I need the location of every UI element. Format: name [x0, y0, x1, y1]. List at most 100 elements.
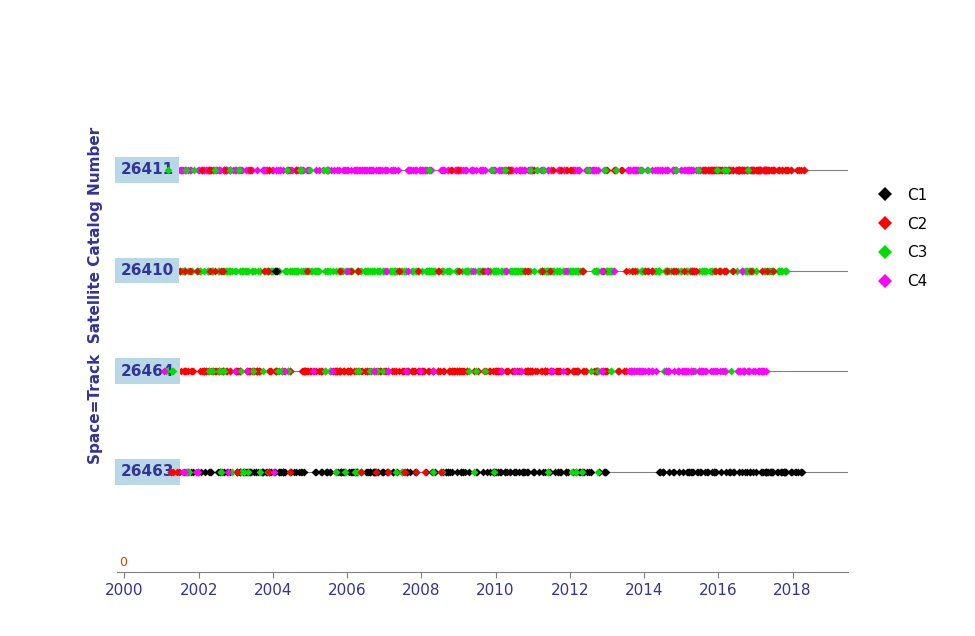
Point	[359, 366, 374, 377]
Point	[504, 165, 520, 175]
Point	[392, 366, 408, 377]
Point	[657, 165, 673, 175]
Point	[296, 366, 312, 377]
Point	[300, 165, 316, 175]
Point	[200, 265, 215, 275]
Point	[346, 467, 362, 477]
Point	[589, 366, 604, 377]
Point	[212, 467, 227, 477]
Point	[176, 467, 192, 477]
Point	[742, 467, 758, 477]
Point	[675, 366, 690, 377]
Point	[329, 366, 344, 377]
Point	[368, 467, 383, 477]
Point	[350, 467, 366, 477]
Point	[195, 366, 211, 377]
Point	[162, 165, 177, 175]
Point	[173, 265, 188, 275]
Point	[174, 265, 189, 275]
Point	[364, 165, 379, 175]
Point	[293, 467, 309, 477]
Point	[686, 366, 702, 377]
Point	[387, 265, 403, 275]
Point	[521, 366, 536, 377]
Point	[765, 467, 781, 477]
Point	[585, 165, 601, 175]
Point	[410, 366, 426, 377]
Point	[331, 165, 346, 175]
Point	[395, 467, 410, 477]
Point	[350, 265, 366, 275]
Point	[655, 467, 671, 477]
Point	[390, 467, 406, 477]
Point	[762, 265, 778, 275]
Point	[556, 165, 571, 175]
Point	[731, 165, 747, 175]
Point	[584, 165, 600, 175]
Point	[170, 366, 185, 377]
Point	[293, 366, 309, 377]
Point	[320, 165, 335, 175]
Point	[309, 265, 325, 275]
Point	[272, 467, 288, 477]
Point	[296, 467, 312, 477]
Point	[401, 165, 416, 175]
Point	[659, 265, 675, 275]
Point	[732, 165, 748, 175]
Point	[629, 366, 644, 377]
Point	[235, 467, 251, 477]
Point	[744, 165, 760, 175]
Point	[771, 265, 787, 275]
Point	[560, 366, 575, 377]
Point	[566, 165, 581, 175]
Point	[481, 366, 496, 377]
Point	[343, 265, 359, 275]
Point	[400, 366, 415, 377]
Point	[397, 265, 412, 275]
Point	[722, 165, 737, 175]
Point	[732, 366, 748, 377]
Point	[211, 366, 226, 377]
Point	[379, 265, 395, 275]
Point	[275, 165, 291, 175]
Point	[507, 265, 523, 275]
Point	[430, 265, 446, 275]
Point	[170, 467, 185, 477]
Point	[314, 366, 330, 377]
Point	[248, 265, 263, 275]
Point	[722, 165, 738, 175]
Point	[644, 265, 660, 275]
Point	[774, 165, 790, 175]
Point	[678, 165, 693, 175]
Point	[422, 265, 438, 275]
Point	[399, 265, 414, 275]
Point	[605, 265, 621, 275]
Text: 26464: 26464	[121, 364, 175, 378]
Point	[728, 165, 744, 175]
Point	[566, 366, 581, 377]
Point	[744, 265, 760, 275]
Point	[351, 165, 367, 175]
Point	[610, 366, 626, 377]
Point	[409, 165, 424, 175]
Point	[560, 165, 575, 175]
Point	[736, 366, 752, 377]
Point	[628, 366, 644, 377]
Point	[494, 265, 510, 275]
Point	[488, 265, 504, 275]
Point	[596, 265, 611, 275]
Point	[583, 467, 599, 477]
Point	[735, 265, 751, 275]
Point	[282, 165, 297, 175]
Point	[336, 366, 352, 377]
Point	[665, 165, 681, 175]
Point	[543, 265, 559, 275]
Point	[203, 165, 218, 175]
Point	[579, 467, 595, 477]
Point	[211, 265, 226, 275]
Point	[295, 165, 311, 175]
Point	[347, 467, 363, 477]
Point	[382, 265, 398, 275]
Point	[681, 467, 696, 477]
Point	[414, 366, 430, 377]
